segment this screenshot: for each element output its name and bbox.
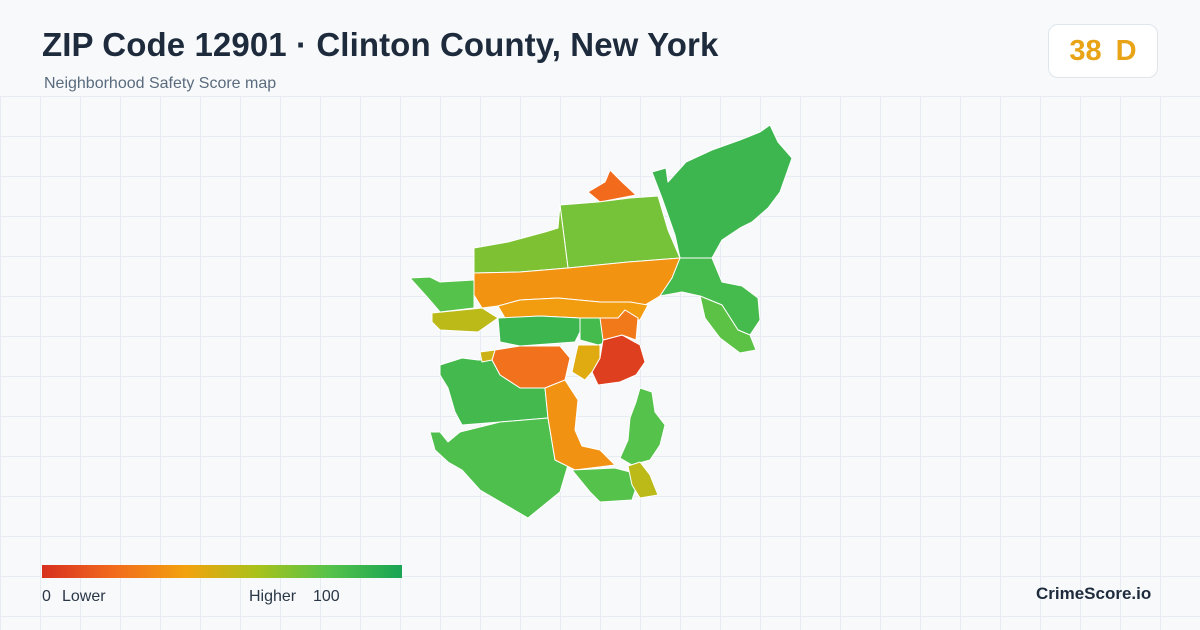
score-grade: D	[1115, 34, 1137, 67]
region-northeast-shore[interactable]	[651, 124, 793, 259]
region-east-coast-lower[interactable]	[699, 295, 757, 354]
region-west-corner[interactable]	[409, 276, 475, 313]
score-value: 38	[1069, 34, 1102, 67]
region-east-island[interactable]	[619, 387, 666, 466]
brand-logo-text: CrimeScore.io	[1036, 584, 1152, 603]
legend-min-text: Lower	[62, 588, 106, 605]
region-northwest[interactable]	[473, 204, 569, 274]
legend-max-value: 100	[313, 588, 340, 605]
score-badge: 38 D	[1048, 24, 1158, 78]
legend-max-text: Higher	[249, 588, 297, 605]
region-south-east-strip[interactable]	[627, 461, 659, 499]
legend-gradient-bar	[42, 565, 402, 578]
region-city-west[interactable]	[571, 344, 601, 381]
region-south-center[interactable]	[571, 467, 637, 503]
page-subtitle: Neighborhood Safety Score map	[44, 75, 277, 92]
region-north-central[interactable]	[559, 195, 681, 269]
region-south-central[interactable]	[429, 417, 569, 519]
page-title: ZIP Code 12901 · Clinton County, New Yor…	[42, 26, 719, 63]
header: ZIP Code 12901 · Clinton County, New Yor…	[0, 0, 1200, 96]
region-small-west-tract[interactable]	[479, 349, 496, 363]
region-city-north[interactable]	[599, 309, 639, 341]
region-south-center-left[interactable]	[544, 379, 616, 471]
region-west-strip[interactable]	[431, 307, 499, 333]
region-north-tip[interactable]	[587, 169, 637, 203]
legend-min-value: 0	[42, 588, 51, 605]
region-mid-green[interactable]	[497, 315, 581, 347]
